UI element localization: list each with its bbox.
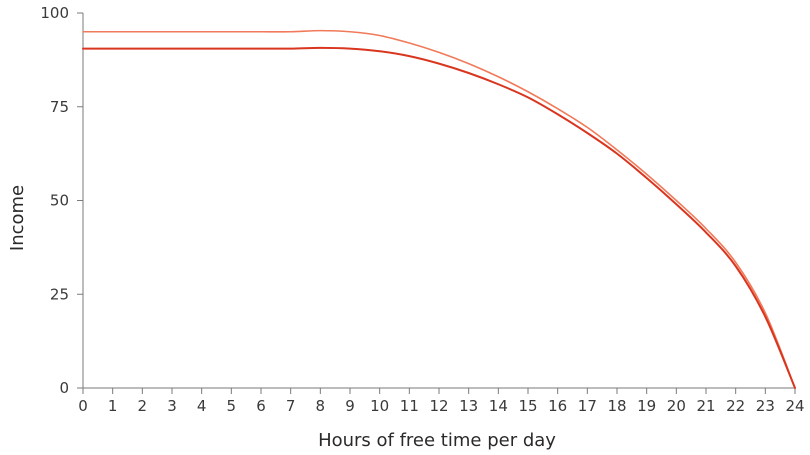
series-line-1 — [82, 29, 796, 389]
x-tick-label: 16 — [548, 397, 567, 415]
y-tick-label: 0 — [59, 379, 69, 397]
x-tick-label: 7 — [286, 397, 296, 415]
x-tick-label: 6 — [256, 397, 266, 415]
x-tick-label: 22 — [726, 397, 745, 415]
y-axis-title: Income — [7, 185, 28, 251]
x-tick-label: 17 — [578, 397, 597, 415]
y-tick-label: 75 — [50, 98, 69, 116]
x-tick-label: 11 — [400, 397, 419, 415]
x-tick-label: 8 — [316, 397, 326, 415]
x-tick-label: 13 — [459, 397, 478, 415]
x-tick-label: 12 — [429, 397, 448, 415]
y-tick-label: 50 — [50, 192, 69, 210]
x-tick-label: 2 — [138, 397, 148, 415]
x-tick-label: 23 — [756, 397, 775, 415]
x-tick-label: 1 — [108, 397, 118, 415]
x-tick-label: 5 — [227, 397, 237, 415]
y-tick-label: 25 — [50, 285, 69, 303]
x-tick-label: 9 — [345, 397, 355, 415]
x-tick-label: 14 — [489, 397, 508, 415]
x-tick-label: 18 — [607, 397, 626, 415]
series-lines — [82, 29, 796, 389]
series-line-2 — [82, 46, 796, 389]
x-tick-label: 19 — [637, 397, 656, 415]
x-tick-label: 24 — [785, 397, 804, 415]
x-tick-label: 21 — [696, 397, 715, 415]
x-tick-label: 20 — [667, 397, 686, 415]
x-tick-label: 10 — [370, 397, 389, 415]
axes: 0 1 2 3 4 5 6 7 8 9 10 11 12 13 14 15 16 17 18 19 20 21 22 23 24… — [40, 4, 804, 415]
x-tick-label: 15 — [518, 397, 537, 415]
x-tick-label: 3 — [167, 397, 177, 415]
x-tick-label: 4 — [197, 397, 207, 415]
x-axis-title: Hours of free time per day — [318, 430, 556, 451]
y-tick-label: 100 — [40, 4, 69, 22]
x-tick-label: 0 — [78, 397, 88, 415]
